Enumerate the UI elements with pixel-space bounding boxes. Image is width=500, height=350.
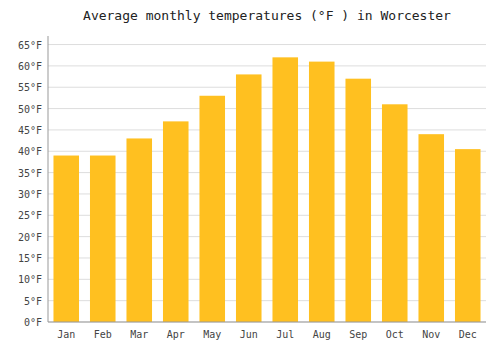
x-tick-label: Aug: [313, 329, 331, 340]
y-tick-label: 40°F: [18, 146, 42, 157]
y-tick-label: 25°F: [18, 210, 42, 221]
chart-title: Average monthly temperatures (°F ) in Wo…: [83, 8, 451, 23]
y-grid-line: [48, 108, 486, 109]
bar: [163, 121, 189, 322]
y-grid-line: [48, 65, 486, 66]
y-tick-label: 50°F: [18, 104, 42, 115]
bar: [90, 156, 116, 322]
y-tick-label: 45°F: [18, 125, 42, 136]
y-grid-line: [48, 44, 486, 45]
bar: [53, 156, 79, 322]
bar: [126, 138, 152, 322]
chart-container: Average monthly temperatures (°F ) in Wo…: [0, 0, 500, 350]
bar: [418, 134, 444, 322]
x-tick-label: Apr: [167, 329, 185, 340]
x-tick-label: Mar: [130, 329, 148, 340]
x-tick-label: Jul: [276, 329, 294, 340]
y-grid-line: [48, 87, 486, 88]
x-tick-label: May: [203, 329, 221, 340]
x-tick-label: Sep: [349, 329, 367, 340]
x-tick-label: Oct: [386, 329, 404, 340]
bar: [272, 57, 298, 322]
y-tick-label: 30°F: [18, 189, 42, 200]
x-axis-line: [48, 322, 486, 323]
y-tick-label: 35°F: [18, 168, 42, 179]
y-tick-label: 5°F: [24, 296, 42, 307]
y-axis-line: [48, 36, 49, 322]
grid: [48, 45, 486, 322]
x-tick-label: Feb: [94, 329, 112, 340]
y-tick-label: 20°F: [18, 232, 42, 243]
bar: [345, 79, 371, 322]
y-tick-label: 15°F: [18, 253, 42, 264]
x-tick-label: Jun: [240, 329, 258, 340]
x-tick-label: Dec: [459, 329, 477, 340]
bar: [199, 96, 225, 322]
y-tick-label: 55°F: [18, 82, 42, 93]
bars: [53, 57, 480, 322]
bar: [309, 62, 335, 322]
x-tick-label: Nov: [422, 329, 440, 340]
bar: [382, 104, 408, 322]
bar: [455, 149, 481, 322]
y-grid-line: [48, 129, 486, 130]
y-tick-label: 60°F: [18, 61, 42, 72]
y-tick-label: 65°F: [18, 40, 42, 51]
y-tick-label: 0°F: [24, 317, 42, 328]
y-tick-label: 10°F: [18, 274, 42, 285]
x-tick-label: Jan: [57, 329, 75, 340]
bar: [236, 74, 262, 322]
chart-svg: Average monthly temperatures (°F ) in Wo…: [0, 0, 500, 350]
y-grid-line: [48, 322, 486, 323]
